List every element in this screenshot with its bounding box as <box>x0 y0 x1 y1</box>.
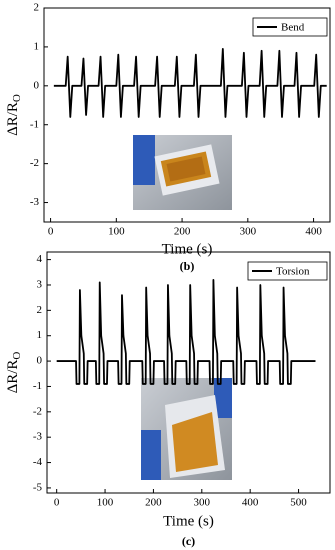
plot-frame <box>46 251 331 494</box>
y-axis-title-main: ΔR/R <box>5 360 21 394</box>
y-tick-label: 1 <box>34 40 40 52</box>
inset-photo <box>141 378 232 480</box>
data-line <box>53 47 327 118</box>
x-axis-title: Time (s) <box>162 241 213 257</box>
x-axis-title: Time (s) <box>163 513 214 529</box>
y-axis-title-sub: O <box>11 352 23 360</box>
x-tick-label: 300 <box>240 226 257 238</box>
y-tick-label: 0 <box>37 355 43 367</box>
legend-label: Torsion <box>276 266 310 278</box>
y-axis-title-main: ΔR/R <box>5 102 21 136</box>
y-axis-title-sub: O <box>11 94 23 102</box>
y-tick-label: 3 <box>37 279 43 291</box>
y-tick-label: -5 <box>33 481 43 493</box>
y-tick-label: -1 <box>33 380 42 392</box>
x-tick-label: 300 <box>194 497 211 509</box>
y-tick-label: 1 <box>37 329 43 341</box>
y-tick-label: -1 <box>30 118 39 130</box>
y-tick-label: 4 <box>37 253 43 265</box>
y-tick-label: 2 <box>34 2 40 14</box>
y-tick-label: -2 <box>33 405 42 417</box>
legend-box <box>252 17 328 37</box>
data-line <box>56 279 316 385</box>
inset-photo <box>133 135 232 210</box>
x-tick-label: 400 <box>242 497 259 509</box>
x-tick-label: 400 <box>305 226 322 238</box>
y-tick-label: 2 <box>37 304 43 316</box>
y-tick-label: -2 <box>30 157 39 169</box>
y-axis-title: ΔR/RO <box>5 94 22 136</box>
panel-caption: (b) <box>180 259 195 273</box>
x-tick-label: 100 <box>108 226 125 238</box>
y-axis-title: ΔR/RO <box>5 352 22 394</box>
legend-label: Bend <box>281 22 305 34</box>
x-tick-label: 0 <box>48 226 54 238</box>
panel-caption: (c) <box>182 534 195 548</box>
y-tick-label: -3 <box>30 196 40 208</box>
x-tick-label: 0 <box>54 497 60 509</box>
y-tick-label: -4 <box>33 456 43 468</box>
x-tick-label: 100 <box>97 497 114 509</box>
x-tick-label: 200 <box>174 226 191 238</box>
y-tick-label: -3 <box>33 431 43 443</box>
x-tick-label: 500 <box>290 497 307 509</box>
x-tick-label: 200 <box>145 497 162 509</box>
plot-frame <box>43 7 331 223</box>
y-tick-label: 0 <box>34 79 40 91</box>
legend-box <box>247 261 328 281</box>
